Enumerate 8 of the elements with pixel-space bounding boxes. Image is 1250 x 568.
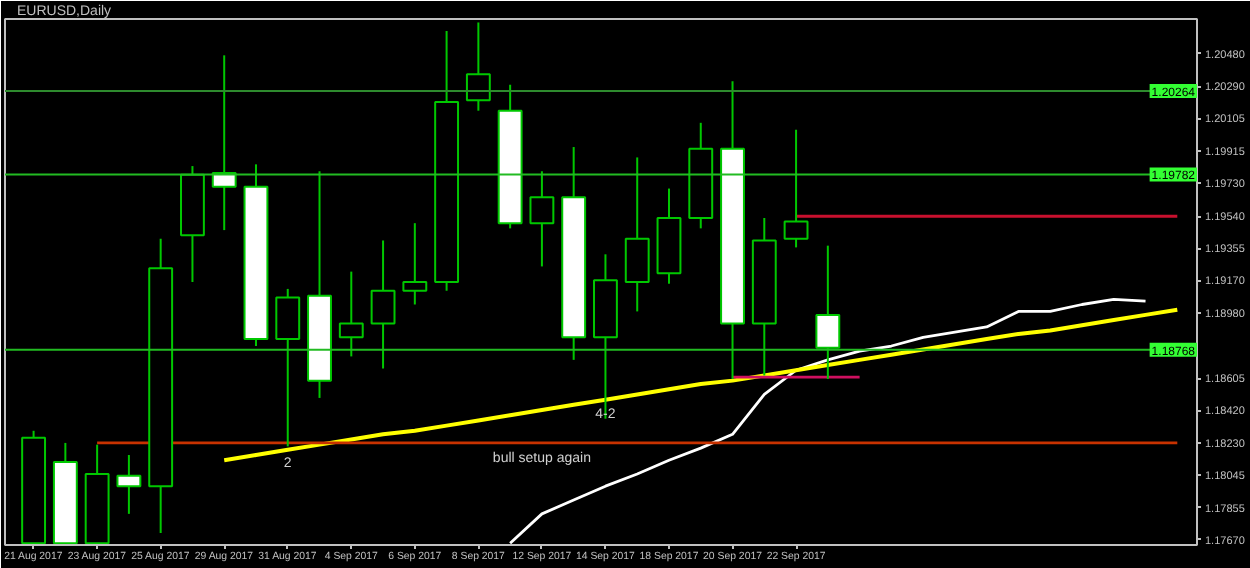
candlestick: [624, 156, 650, 313]
candlestick: [402, 222, 428, 306]
candlestick: [529, 170, 555, 268]
candlestick: [783, 128, 809, 249]
candlestick: [116, 454, 142, 515]
candlestick: [370, 239, 396, 370]
candlestick: [338, 270, 364, 358]
candlestick: [275, 287, 301, 448]
